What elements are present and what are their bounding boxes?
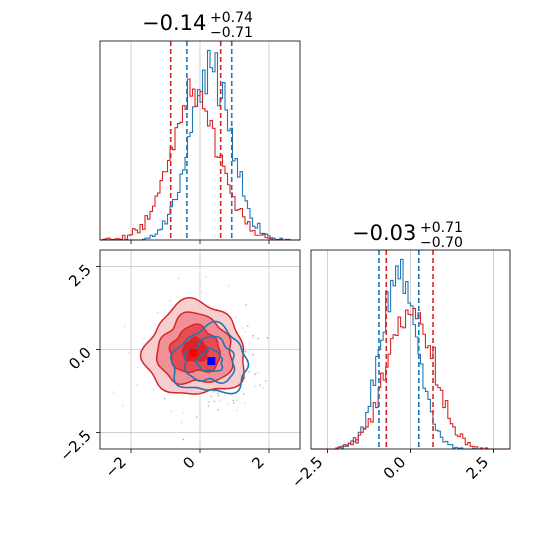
x-tick-label: 0 <box>179 453 198 472</box>
scatter-point <box>265 380 267 382</box>
scatter-point <box>245 350 247 353</box>
axes-frame <box>310 249 511 450</box>
scatter-point <box>205 276 207 278</box>
scatter-point <box>152 388 154 391</box>
scatter-point <box>227 403 229 406</box>
scatter-point <box>112 391 115 393</box>
scatter-point <box>170 410 173 412</box>
scatter-point <box>128 352 130 354</box>
x-tick-label: 0.0 <box>380 453 410 483</box>
scatter-point <box>123 325 126 328</box>
scatter-point <box>210 395 212 398</box>
scatter-point <box>248 371 251 373</box>
scatter-point <box>182 438 185 441</box>
scatter-point <box>164 397 166 400</box>
scatter-point <box>217 409 220 411</box>
scatter-point <box>219 399 221 401</box>
scatter-point <box>257 372 259 374</box>
x-tick-label: −2.5 <box>288 453 326 491</box>
title-param-2-lower: −0.70 <box>420 235 463 251</box>
histogram-series-1 <box>100 78 300 241</box>
x-tick-label: −2 <box>101 453 129 481</box>
scatter-point <box>156 311 159 314</box>
scatter-point <box>228 285 230 287</box>
scatter-point <box>235 399 238 402</box>
scatter-point <box>232 399 235 402</box>
contour-line-level <box>169 320 250 395</box>
scatter-point <box>182 412 185 414</box>
scatter-point <box>181 394 184 397</box>
scatter-point <box>200 291 203 294</box>
y-tick-label: −2.5 <box>56 427 94 465</box>
axes-frame <box>99 249 301 450</box>
histogram-series-1 <box>311 307 510 450</box>
scatter-point <box>154 324 157 326</box>
y-tick-label: 2.5 <box>65 261 95 291</box>
marginal-panel-param-1 <box>99 40 301 244</box>
truth-marker <box>207 357 216 366</box>
scatter-point <box>207 405 210 407</box>
title-param-1-upper: +0.74 <box>210 10 253 26</box>
contour-line-level <box>195 347 224 373</box>
scatter-point <box>246 325 249 327</box>
scatter-point <box>136 366 139 369</box>
scatter-point <box>235 317 237 319</box>
scatter-point <box>241 327 244 329</box>
scatter-point <box>143 338 145 340</box>
scatter-point <box>213 400 216 403</box>
scatter-point <box>252 354 254 356</box>
scatter-point <box>259 384 261 386</box>
scatter-point <box>254 373 256 375</box>
scatter-point <box>136 384 138 386</box>
scatter-point <box>251 336 254 339</box>
scatter-point <box>177 277 180 279</box>
scatter-point <box>262 387 264 389</box>
scatter-point <box>252 334 254 337</box>
scatter-point <box>236 409 238 412</box>
scatter-point <box>254 385 257 388</box>
marginal-panel-param-2: −2.5 0.0 2.5 <box>288 249 511 492</box>
scatter-point <box>213 390 215 393</box>
scatter-point <box>266 337 269 339</box>
title-param-2-median: −0.03 <box>352 221 416 245</box>
joint-panel: −2 0 2 −2.5 0.0 2.5 <box>56 249 301 481</box>
contour-line-level <box>183 335 236 385</box>
scatter-point <box>208 401 210 403</box>
truth-marker <box>189 348 198 357</box>
title-param-1-lower: −0.71 <box>210 25 253 41</box>
x-tick-label: 2.5 <box>463 453 493 483</box>
x-tick-label: 2 <box>248 453 267 472</box>
scatter-point <box>244 402 246 404</box>
scatter-point <box>257 337 259 340</box>
scatter-point <box>245 304 248 306</box>
scatter-point <box>195 416 198 418</box>
scatter-point <box>121 404 124 407</box>
scatter-point <box>232 402 235 404</box>
scatter-point <box>217 394 220 397</box>
title-param-1: −0.14 <box>142 11 206 35</box>
scatter-point <box>242 393 245 395</box>
scatter-point <box>208 304 210 306</box>
y-tick-label: 0.0 <box>65 344 95 374</box>
title-param-2-upper: +0.71 <box>420 220 463 236</box>
axes-frame <box>99 40 301 241</box>
title-param-1-median: −0.14 <box>142 11 206 35</box>
scatter-point <box>244 330 246 333</box>
title-param-2: −0.03 <box>352 221 416 245</box>
scatter-point <box>180 421 183 424</box>
scatter-point <box>216 392 219 395</box>
scatter-point <box>169 300 171 302</box>
